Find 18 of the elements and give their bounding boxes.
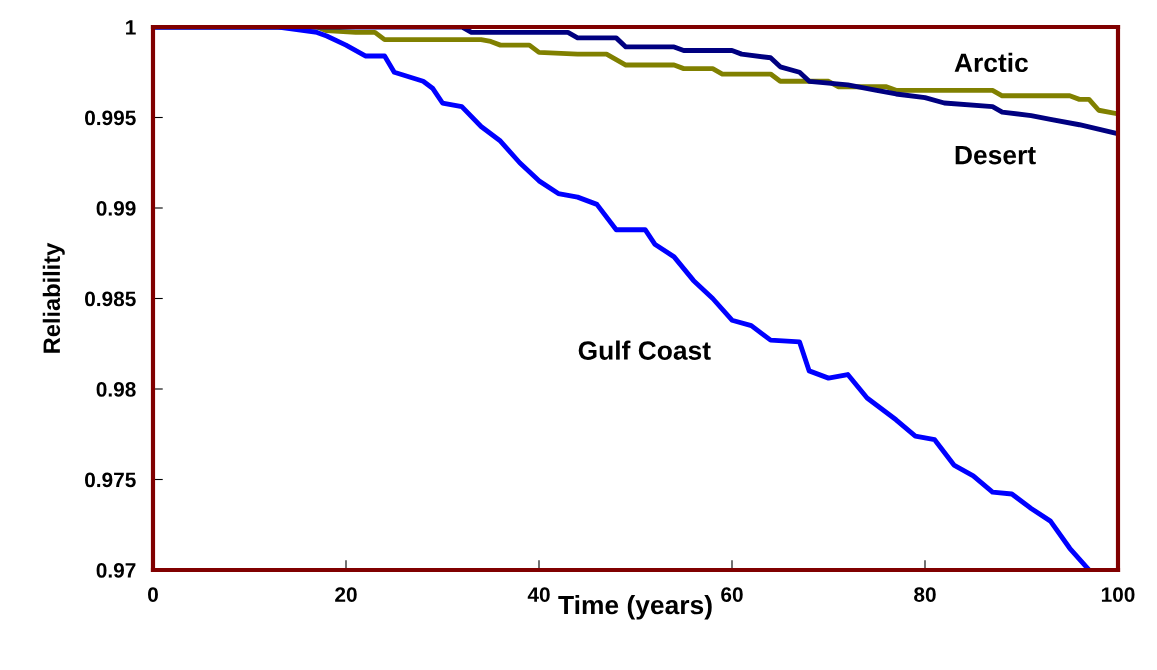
series-label: Gulf Coast bbox=[578, 340, 711, 360]
x-axis-title: Time (years) bbox=[558, 594, 712, 620]
y-tick-label: 0.99 bbox=[96, 201, 136, 216]
series-label: Arctic bbox=[954, 52, 1028, 73]
y-tick-label: 0.98 bbox=[96, 382, 136, 397]
x-tick-label: 100 bbox=[1101, 587, 1135, 602]
x-tick-label: 80 bbox=[914, 587, 936, 602]
x-tick-label: 20 bbox=[335, 587, 357, 602]
x-tick-label: 0 bbox=[148, 587, 158, 602]
y-tick-label: 0.97 bbox=[96, 563, 136, 578]
y-tick-label: 1 bbox=[126, 20, 136, 35]
y-tick-label: 0.985 bbox=[85, 291, 136, 307]
y-tick-label: 0.975 bbox=[85, 472, 136, 488]
series-label: Desert bbox=[955, 145, 1036, 165]
y-axis-title: Reliability bbox=[42, 242, 65, 353]
x-tick-label: 60 bbox=[721, 587, 743, 602]
y-tick-label: 0.995 bbox=[85, 110, 136, 126]
x-tick-label: 40 bbox=[527, 587, 550, 602]
